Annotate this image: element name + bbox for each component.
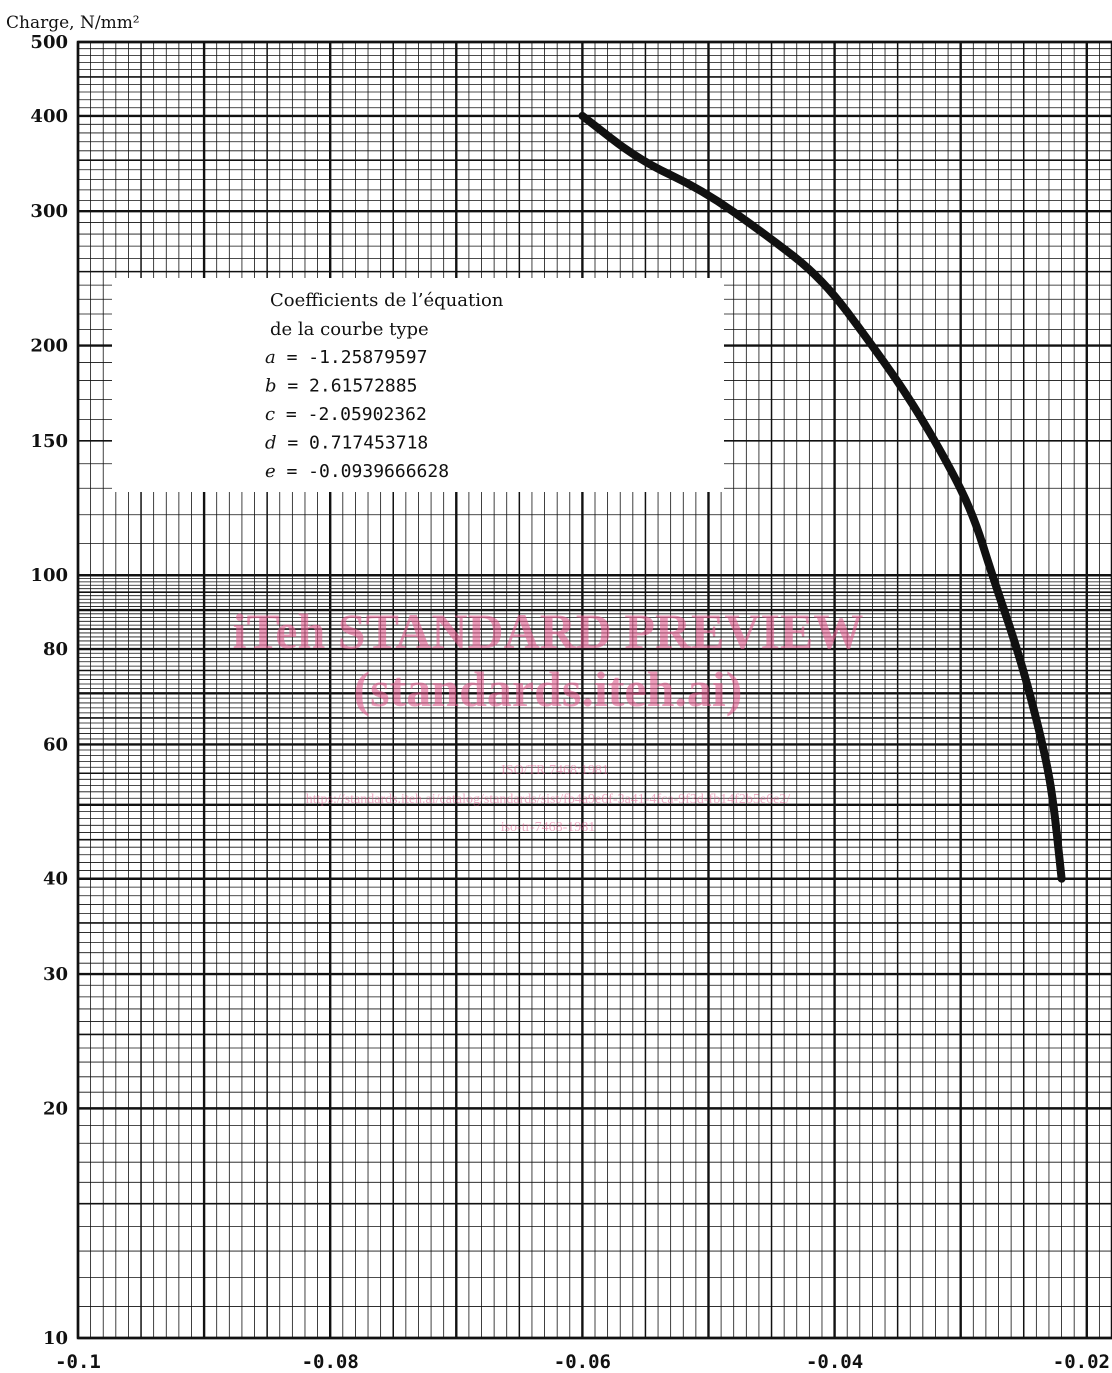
y-tick-label: 20 <box>43 1098 68 1119</box>
x-tick-label: -0.04 <box>806 1351 863 1373</box>
coefficients-title-line1: Coefficients de l’équation <box>270 290 504 311</box>
x-tick-label: -0.1 <box>55 1351 101 1373</box>
watermark-line2: (standards.iteh.ai) <box>354 661 743 717</box>
coefficient-row: d = 0.717453718 <box>265 433 428 454</box>
coefficients-box: Coefficients de l’équation de la courbe … <box>112 278 724 492</box>
x-tick-label: -0.02 <box>1053 1351 1110 1373</box>
watermark-small1: ISO/TR 7468:1981 <box>501 763 609 778</box>
y-tick-label: 100 <box>30 565 68 586</box>
y-tick-label: 500 <box>30 32 68 53</box>
coefficient-value: 0.717453718 <box>309 433 428 454</box>
coefficient-var: b <box>265 376 277 397</box>
coefficient-row: c = -2.05902362 <box>265 404 427 425</box>
coefficient-value: -2.05902362 <box>308 404 427 425</box>
y-tick-label: 80 <box>43 639 68 660</box>
y-tick-labels: 10 20 30 40 60 80 100 150 200 300 400 500 <box>30 32 68 1349</box>
coefficient-value: 2.61572885 <box>309 376 417 397</box>
watermark-line1: iTeh STANDARD PREVIEW <box>233 603 864 659</box>
coefficients-rows: a = -1.25879597 b = 2.61572885 c = -2.0590… <box>265 347 449 482</box>
coefficient-row: e = -0.0939666628 <box>265 461 449 482</box>
coefficient-var: c <box>265 404 275 425</box>
y-tick-label: 40 <box>43 869 68 890</box>
coefficient-value: -0.0939666628 <box>308 461 449 482</box>
coefficients-box-bg <box>112 278 724 492</box>
coefficient-row: b = 2.61572885 <box>265 376 417 397</box>
coefficient-value: -1.25879597 <box>308 347 427 368</box>
y-axis-label: Charge, N/mm² <box>6 13 140 33</box>
x-tick-label: -0.08 <box>302 1351 359 1373</box>
coefficient-var: e <box>265 461 276 482</box>
coefficient-var: d <box>265 433 277 454</box>
watermark-small2: https://standards.iteh.ai/catalog/standa… <box>306 792 791 807</box>
grid <box>76 40 1112 1340</box>
coefficient-row: a = -1.25879597 <box>265 347 427 368</box>
y-tick-label: 200 <box>30 336 68 357</box>
watermark: iTeh STANDARD PREVIEW (standards.iteh.ai… <box>233 603 864 835</box>
y-tick-label: 60 <box>43 734 68 755</box>
y-tick-label: 30 <box>43 964 68 985</box>
y-tick-label: 300 <box>30 201 68 222</box>
x-tick-label: -0.06 <box>554 1351 611 1373</box>
y-tick-label: 400 <box>30 106 68 127</box>
y-tick-label: 10 <box>43 1328 68 1349</box>
watermark-small3: iso-tr-7468-1981 <box>501 820 596 835</box>
coefficients-title-line2: de la courbe type <box>270 319 429 340</box>
y-tick-label: 150 <box>30 431 68 452</box>
coefficient-var: a <box>265 347 276 368</box>
x-tick-labels: -0.1 -0.08 -0.06 -0.04 -0.02 <box>55 1351 1110 1373</box>
data-curve <box>578 111 1066 883</box>
